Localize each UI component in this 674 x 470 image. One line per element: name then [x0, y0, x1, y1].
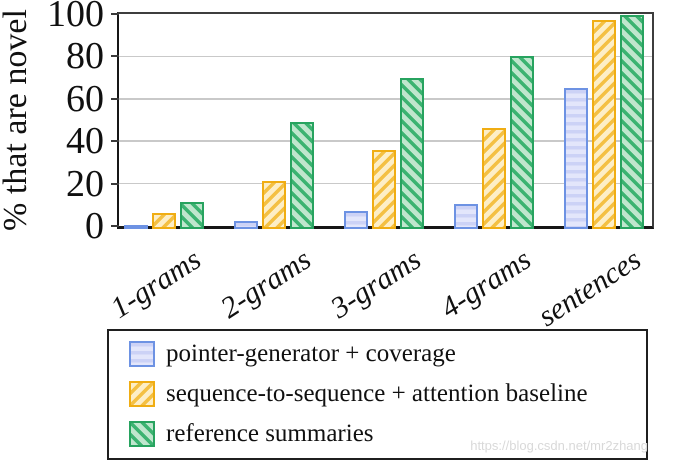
- gridline: [119, 140, 652, 142]
- y-tick-mark: [111, 97, 119, 100]
- legend-label: sequence-to-sequence + attention baselin…: [166, 380, 588, 407]
- legend-row: pointer-generator + coverage: [129, 334, 646, 374]
- y-tick-label: 60: [66, 77, 104, 120]
- y-tick-mark: [111, 55, 119, 58]
- legend-label: pointer-generator + coverage: [166, 340, 456, 367]
- bar: [454, 203, 478, 229]
- y-tick-mark: [111, 140, 119, 143]
- y-tick-mark: [111, 13, 119, 15]
- bar: [564, 88, 588, 229]
- y-tick-mark: [111, 182, 119, 185]
- bar: [180, 201, 204, 229]
- bar: [510, 56, 534, 229]
- bar: [482, 128, 506, 229]
- y-tick-label: 80: [66, 35, 104, 78]
- bar: [344, 211, 368, 229]
- bar: [152, 213, 176, 229]
- bar: [290, 122, 314, 229]
- y-tick-label: 100: [47, 0, 104, 35]
- watermark: https://blog.csdn.net/mr2zhang: [470, 438, 648, 453]
- y-tick-label: 20: [66, 162, 104, 205]
- gridline: [119, 98, 652, 100]
- bar: [592, 20, 616, 229]
- bar: [372, 149, 396, 229]
- y-tick-label: 0: [85, 205, 104, 247]
- bar: [262, 181, 286, 229]
- legend-swatch: [129, 341, 155, 367]
- legend-rows: pointer-generator + coverage sequence-to-…: [129, 334, 646, 454]
- bar: [234, 220, 258, 229]
- gridline: [119, 55, 652, 58]
- legend-row: reference summaries: [129, 414, 646, 454]
- bar: [620, 15, 644, 229]
- bar: [400, 77, 424, 229]
- legend-row: sequence-to-sequence + attention baselin…: [129, 374, 646, 414]
- legend-swatch: [129, 381, 155, 407]
- bar: [124, 224, 148, 229]
- legend-label: reference summaries: [166, 420, 374, 447]
- legend: pointer-generator + coverage sequence-to-…: [107, 329, 648, 460]
- legend-swatch: [129, 421, 155, 447]
- y-tick-mark: [111, 225, 119, 227]
- y-tick-label: 40: [66, 120, 104, 163]
